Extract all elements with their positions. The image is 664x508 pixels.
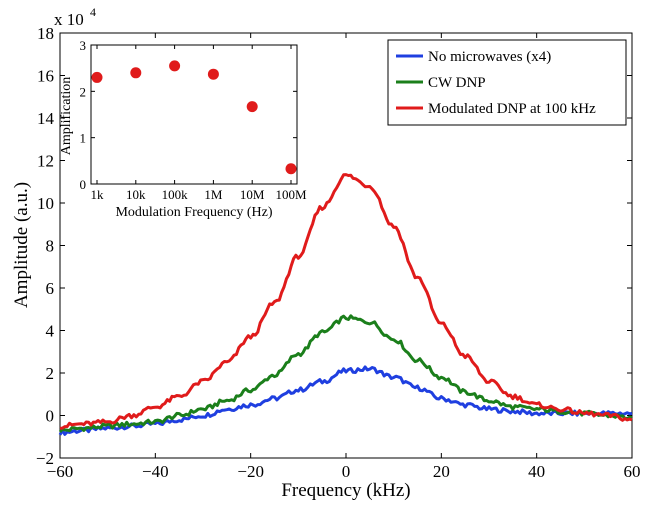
- x-axis-label: Frequency (kHz): [281, 480, 410, 501]
- y-tick-label: 6: [46, 279, 55, 298]
- inset-y-axis-label: Amplification: [59, 77, 74, 156]
- x-tick-label: −60: [47, 462, 74, 481]
- inset-x-tick-label: 1k: [91, 187, 105, 202]
- inset-x-tick-label: 10k: [126, 187, 146, 202]
- y-tick-label: 18: [37, 24, 54, 43]
- inset-x-axis-label: Modulation Frequency (Hz): [115, 205, 272, 220]
- inset-data-point: [169, 60, 181, 72]
- inset-data-point: [130, 67, 142, 79]
- series-line-cw-dnp: [58, 314, 633, 433]
- series-line-no-microwaves: [58, 365, 633, 436]
- inset-x-tick-label: 100M: [275, 187, 307, 202]
- series-line-modulated-dnp: [59, 173, 633, 430]
- x-tick-label: 40: [528, 462, 545, 481]
- x-tick-label: 20: [433, 462, 450, 481]
- series-group: [58, 173, 633, 436]
- y-scale-label: x 10: [54, 10, 84, 29]
- inset-plot-frame: [90, 44, 298, 185]
- x-tick-label: −20: [237, 462, 264, 481]
- inset-data-point: [91, 71, 103, 83]
- y-scale-exponent: 4: [90, 5, 96, 19]
- x-tick-label: 60: [624, 462, 641, 481]
- y-tick-label: 8: [46, 237, 55, 256]
- inset-y-tick-label: 0: [80, 177, 87, 192]
- inset-y-tick-label: 2: [80, 84, 87, 99]
- inset-data-point: [246, 101, 258, 113]
- y-axis-label: Amplitude (a.u.): [11, 182, 32, 308]
- y-tick-label: 16: [37, 67, 54, 86]
- legend-label-cw-dnp: CW DNP: [428, 75, 486, 91]
- inset-x-tick-label: 1M: [204, 187, 223, 202]
- inset-y-tick-label: 3: [80, 38, 87, 53]
- inset-x-tick-label: 100k: [162, 187, 189, 202]
- inset-ticks: 1k 10k 100k 1M 10M 100M 0 1 2 3: [80, 38, 307, 202]
- y-tick-label: 10: [37, 194, 54, 213]
- legend-label-no-microwaves: No microwaves (x4): [428, 49, 551, 65]
- legend: No microwaves (x4) CW DNP Modulated DNP …: [387, 39, 627, 126]
- inset-y-tick-label: 1: [80, 131, 87, 146]
- y-tick-label: 12: [37, 152, 54, 171]
- inset-points: [91, 60, 297, 175]
- inset-x-tick-label: 10M: [240, 187, 265, 202]
- x-tick-label: −40: [142, 462, 169, 481]
- y-tick-label: −2: [36, 449, 54, 468]
- y-tick-label: 14: [37, 109, 55, 128]
- x-tick-label: 0: [342, 462, 351, 481]
- y-tick-label: 0: [46, 407, 55, 426]
- inset-data-point: [207, 68, 219, 80]
- inset-data-point: [285, 163, 297, 175]
- legend-box: [387, 39, 627, 126]
- y-tick-label: 4: [46, 322, 55, 341]
- legend-label-modulated-dnp: Modulated DNP at 100 kHz: [428, 101, 596, 117]
- inset-chart: 1k 10k 100k 1M 10M 100M 0 1 2 3 Modulation Freque…: [59, 38, 307, 220]
- y-tick-label: 2: [46, 364, 55, 383]
